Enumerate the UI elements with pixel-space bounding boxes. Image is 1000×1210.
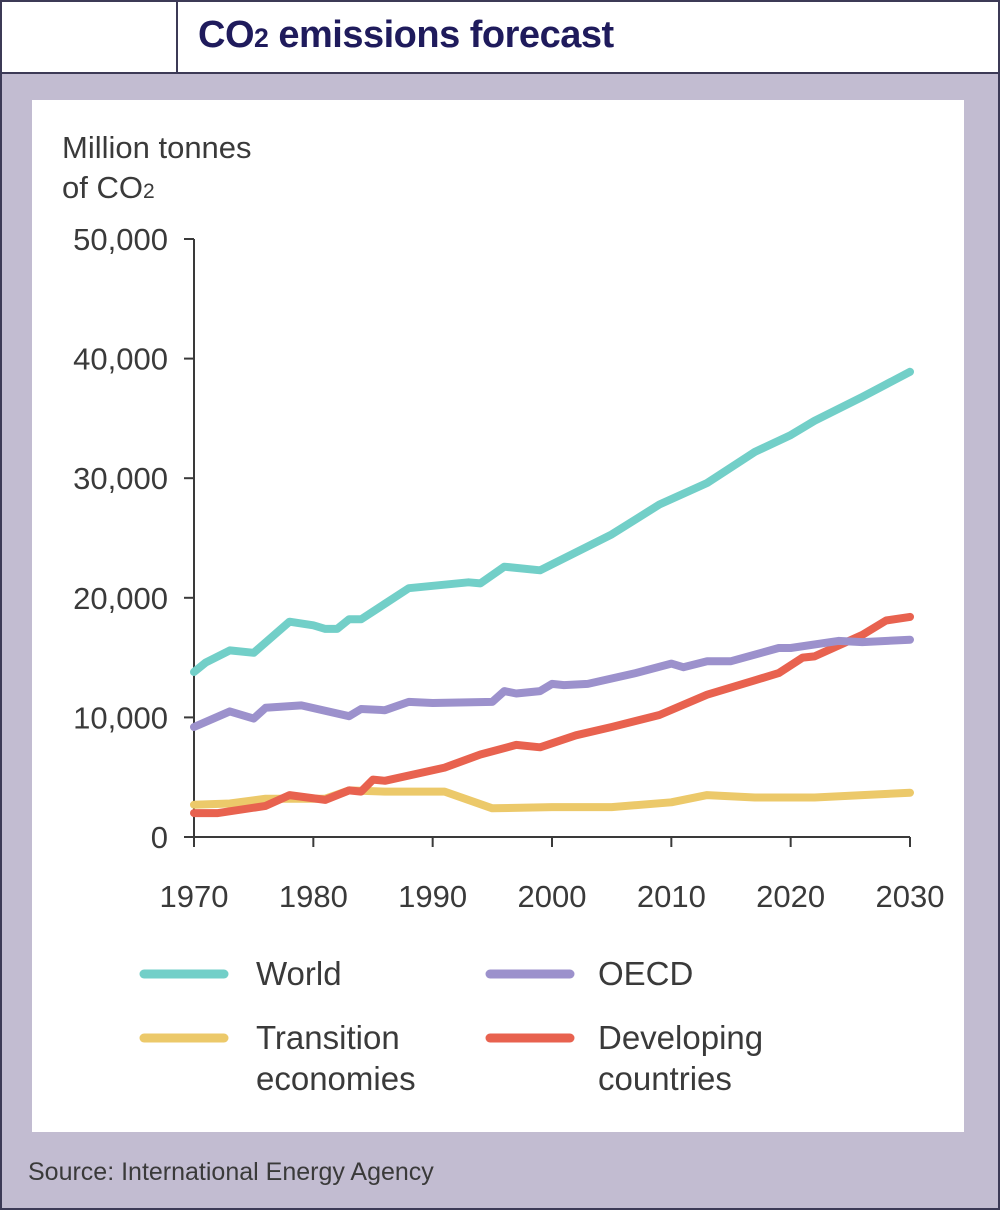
legend-label: OECD <box>598 955 693 992</box>
x-tick-label: 2020 <box>756 879 825 914</box>
title-suffix: emissions forecast <box>268 14 614 56</box>
y-tick-label: 10,000 <box>73 700 168 735</box>
y-axis-label-subscript: 2 <box>143 180 155 203</box>
legend-item-developing-countries: Developing countries <box>485 1019 763 1097</box>
page-title: CO2 emissions forecast <box>198 14 614 57</box>
line-chart: Million tonnes of CO2 0 10,000 20,000 30,00… <box>62 130 944 1097</box>
series-line-oecd <box>190 635 914 731</box>
legend-label: World <box>256 955 342 992</box>
axes: 0 10,000 20,000 30,000 40,000 50,000 1970 1980 1… <box>73 222 944 914</box>
y-tick-label: 0 <box>151 820 168 855</box>
x-tick-label: 1980 <box>279 879 348 914</box>
title-divider <box>176 2 178 72</box>
y-axis-label: Million tonnes of CO2 <box>62 130 252 205</box>
x-tick-label: 2000 <box>518 879 587 914</box>
y-axis-label-line1: Million tonnes <box>62 130 252 165</box>
y-tick-label: 30,000 <box>73 461 168 496</box>
legend-label: Transition economies <box>256 1019 416 1097</box>
x-tick-label: 1990 <box>398 879 467 914</box>
series-line-developing-countries <box>190 612 914 818</box>
y-tick-label: 50,000 <box>73 222 168 257</box>
title-prefix: CO <box>198 14 255 56</box>
series-lines <box>190 367 914 818</box>
legend-item-world: World <box>139 955 342 992</box>
x-tick-label: 1970 <box>160 879 229 914</box>
legend-item-transition-economies: Transition economies <box>139 1019 416 1097</box>
legend: World OECD Transition economies Developing co… <box>139 955 763 1097</box>
title-subscript: 2 <box>254 23 269 53</box>
series-line-world <box>190 367 914 676</box>
legend-item-oecd: OECD <box>485 955 693 992</box>
y-tick-label: 40,000 <box>73 342 168 377</box>
y-axis-label-line2: of CO2 <box>62 170 155 205</box>
x-tick-label: 2030 <box>876 879 945 914</box>
chart-panel: Million tonnes of CO2 0 10,000 20,000 30,00… <box>32 100 964 1132</box>
legend-label: Developing countries <box>598 1019 763 1097</box>
title-bar: CO2 emissions forecast <box>2 2 998 74</box>
y-axis-label-text: of CO <box>62 170 143 205</box>
source-note: Source: International Energy Agency <box>28 1158 434 1186</box>
x-tick-label: 2010 <box>637 879 706 914</box>
y-tick-label: 20,000 <box>73 581 168 616</box>
